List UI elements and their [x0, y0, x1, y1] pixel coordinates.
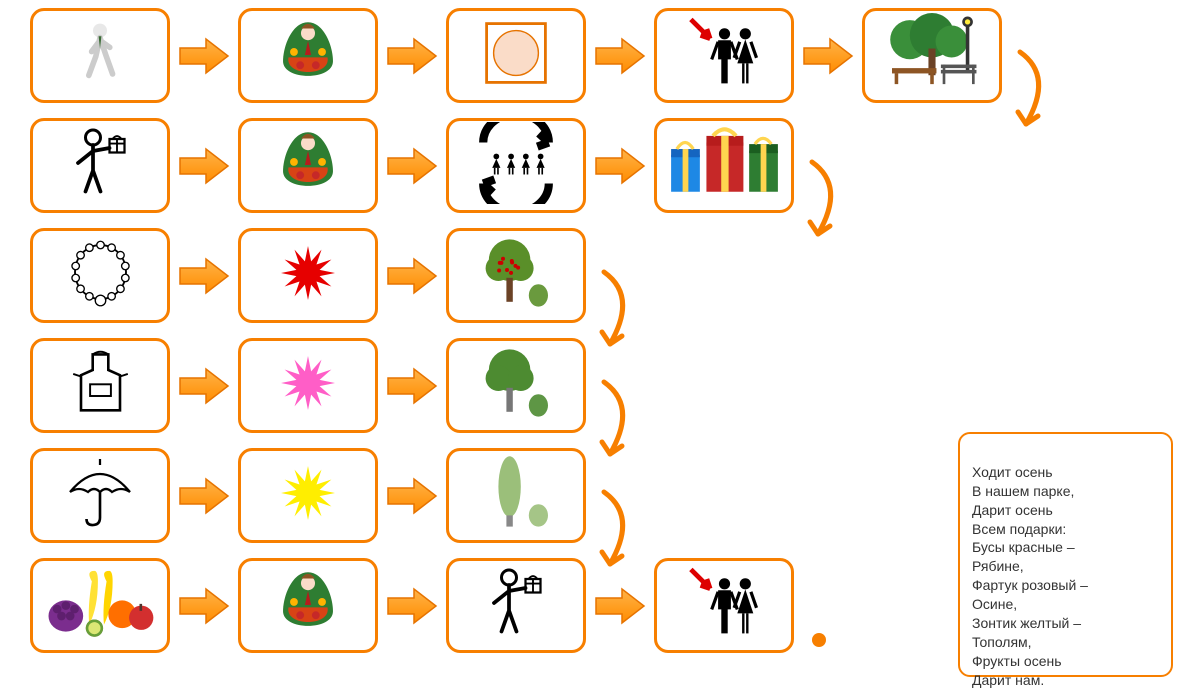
arrow-right-icon: [178, 586, 230, 626]
card-autumn-lady: [238, 118, 378, 213]
card-burst-pink: [238, 338, 378, 433]
card-apron: [30, 338, 170, 433]
arrow-right-icon: [594, 146, 646, 186]
cycle-children-icon: [466, 122, 566, 209]
card-aspen-tree: [446, 338, 586, 433]
gifts-icon: [667, 124, 782, 207]
card-skin-circle: [446, 8, 586, 103]
arrow-curve-icon: [1008, 46, 1058, 136]
fruits-icon: [43, 564, 158, 647]
autumn-lady-icon: [269, 121, 347, 211]
arrow-right-icon: [594, 586, 646, 626]
apron-icon: [68, 344, 133, 427]
skin-circle-icon: [481, 18, 551, 93]
arrow-right-icon: [178, 36, 230, 76]
arrow-right-icon: [386, 256, 438, 296]
rowan-tree-icon: [476, 232, 556, 319]
arrow-right-icon: [594, 36, 646, 76]
umbrella-icon: [61, 456, 139, 536]
end-dot: [812, 633, 826, 647]
card-cycle-children: [446, 118, 586, 213]
card-us-people: [654, 8, 794, 103]
autumn-lady-icon: [269, 11, 347, 101]
card-park: [862, 8, 1002, 103]
arrow-curve-icon: [592, 486, 642, 576]
mnemotable-canvas: Ходит осень В нашем парке, Дарит осень В…: [0, 0, 1200, 689]
card-autumn-lady: [238, 8, 378, 103]
card-us-people: [654, 558, 794, 653]
necklace-icon: [63, 236, 138, 316]
card-gifts: [654, 118, 794, 213]
card-necklace: [30, 228, 170, 323]
burst-yellow-icon: [268, 463, 348, 528]
autumn-lady-icon: [269, 561, 347, 651]
us-people-icon: [682, 563, 767, 648]
arrow-right-icon: [178, 476, 230, 516]
arrow-curve-icon: [800, 156, 850, 246]
arrow-right-icon: [386, 586, 438, 626]
poem-box: Ходит осень В нашем парке, Дарит осень В…: [958, 432, 1173, 677]
card-rowan-tree: [446, 228, 586, 323]
card-fruits: [30, 558, 170, 653]
card-walking-man: [30, 8, 170, 103]
arrow-curve-icon: [592, 266, 642, 356]
card-person-gift: [446, 558, 586, 653]
burst-red-icon: [268, 243, 348, 308]
arrow-right-icon: [386, 476, 438, 516]
arrow-right-icon: [178, 146, 230, 186]
person-gift-icon: [63, 123, 138, 208]
aspen-tree-icon: [476, 342, 556, 429]
us-people-icon: [682, 13, 767, 98]
arrow-curve-icon: [592, 376, 642, 466]
park-icon: [877, 13, 987, 98]
arrow-right-icon: [386, 36, 438, 76]
card-burst-red: [238, 228, 378, 323]
arrow-right-icon: [386, 146, 438, 186]
person-gift-icon: [479, 563, 554, 648]
arrow-right-icon: [802, 36, 854, 76]
poplar-tree-icon: [476, 452, 556, 539]
burst-pink-icon: [268, 353, 348, 418]
card-burst-yellow: [238, 448, 378, 543]
card-poplar-tree: [446, 448, 586, 543]
card-autumn-lady: [238, 558, 378, 653]
arrow-right-icon: [178, 366, 230, 406]
arrow-right-icon: [386, 366, 438, 406]
poem-text: Ходит осень В нашем парке, Дарит осень В…: [972, 464, 1088, 688]
walking-man-icon: [65, 13, 135, 98]
card-umbrella: [30, 448, 170, 543]
arrow-right-icon: [178, 256, 230, 296]
card-person-gift: [30, 118, 170, 213]
